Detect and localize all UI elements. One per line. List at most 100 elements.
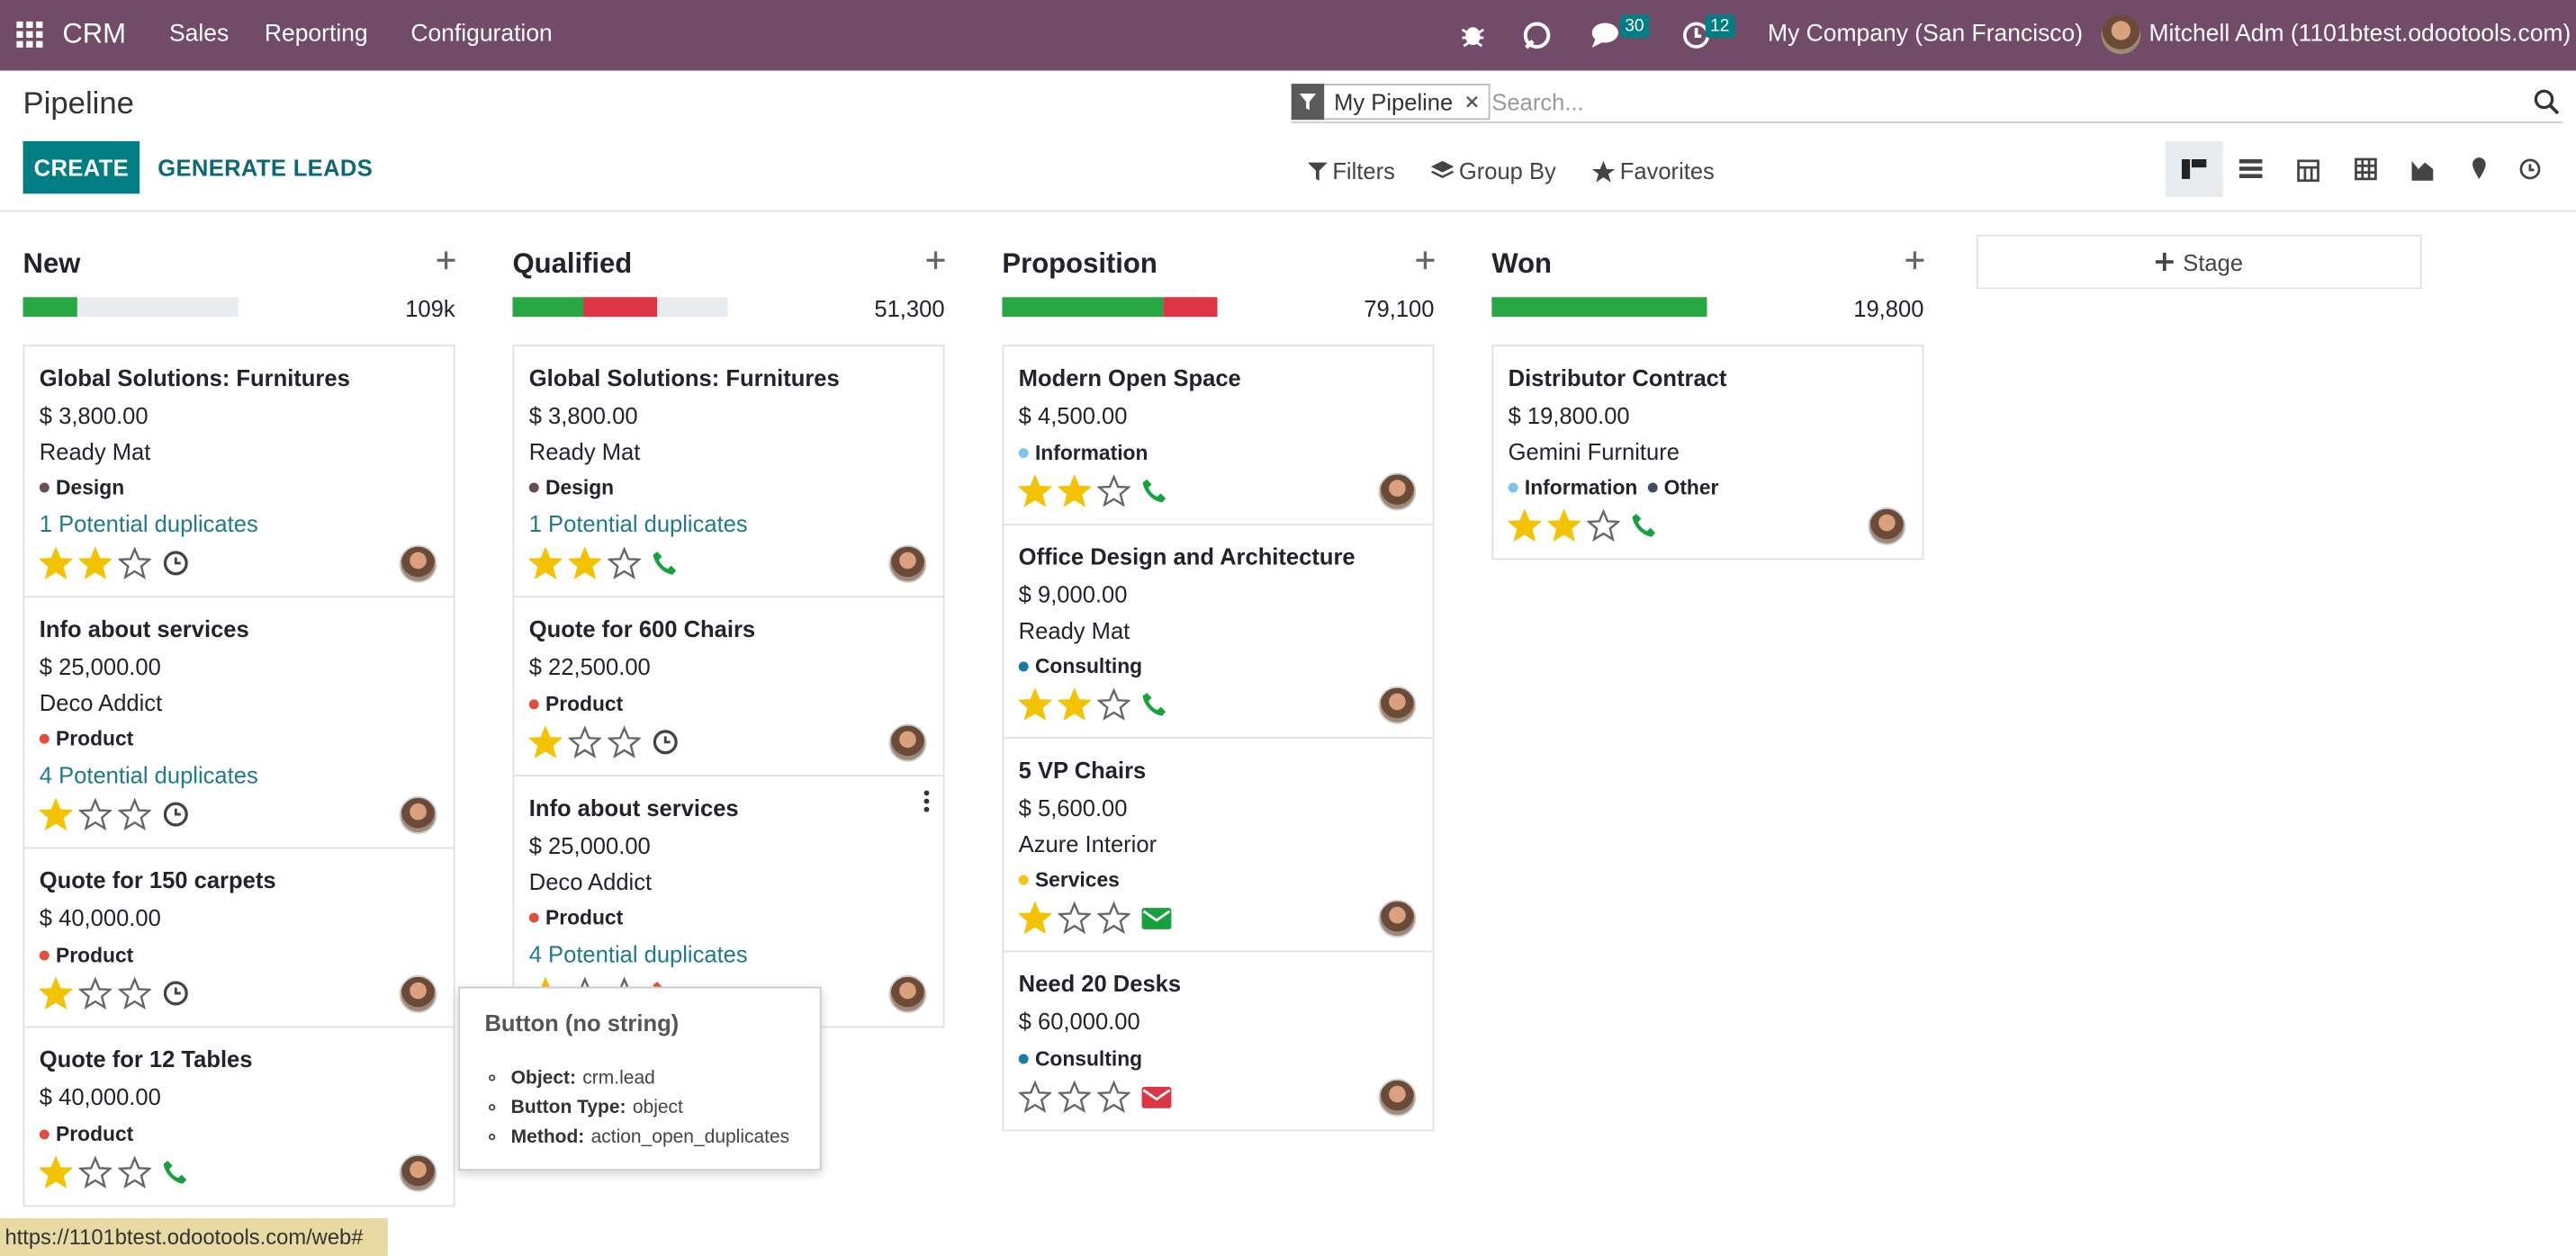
kanban-card[interactable]: Quote for 600 Chairs $ 22,500.00 Product bbox=[512, 596, 945, 777]
priority-star[interactable] bbox=[78, 1155, 113, 1189]
duplicates-link[interactable]: 4 Potential duplicates bbox=[39, 761, 258, 788]
view-switcher[interactable] bbox=[2166, 141, 2560, 197]
quick-create[interactable] bbox=[926, 248, 945, 278]
generate-leads-button[interactable]: GENERATE LEADS bbox=[158, 154, 374, 181]
priority-star[interactable] bbox=[528, 725, 563, 758]
priority-star[interactable] bbox=[78, 797, 113, 831]
priority-star[interactable] bbox=[118, 546, 151, 579]
kanban-card[interactable]: Info about services $ 25,000.00 Deco Addic… bbox=[23, 596, 455, 849]
activity-icon[interactable] bbox=[161, 800, 191, 830]
messages-icon[interactable] bbox=[1590, 22, 1620, 48]
priority-star[interactable] bbox=[1058, 474, 1091, 507]
kanban-card[interactable]: Distributor Contract $ 19,800.00 Gemini Fu… bbox=[1491, 345, 1924, 561]
activity-icon[interactable] bbox=[161, 548, 191, 578]
activity-icon[interactable] bbox=[1140, 1082, 1174, 1112]
kanban-card[interactable]: Need 20 Desks $ 60,000.00 Consulting bbox=[1002, 950, 1435, 1132]
debug-icon[interactable] bbox=[1461, 22, 1485, 48]
facet[interactable]: My Pipeline bbox=[1324, 84, 1491, 121]
priority-star[interactable] bbox=[1018, 1080, 1052, 1114]
priority-star[interactable] bbox=[608, 725, 641, 758]
priority-star[interactable] bbox=[1018, 474, 1052, 507]
priority-star[interactable] bbox=[528, 546, 563, 579]
progress-segment[interactable] bbox=[583, 297, 657, 318]
add-stage[interactable]: Stage bbox=[1976, 234, 2422, 290]
group-by-button[interactable]: Group By bbox=[1430, 157, 1556, 184]
activity-icon[interactable] bbox=[161, 1157, 191, 1187]
duplicates-link[interactable]: 1 Potential duplicates bbox=[528, 510, 748, 537]
kanban-card[interactable]: Info about services $ 25,000.00 Deco Addic… bbox=[512, 775, 945, 1028]
facet-remove[interactable] bbox=[1466, 85, 1480, 118]
menu-item[interactable]: Sales bbox=[169, 21, 230, 48]
app-name[interactable]: CRM bbox=[62, 18, 127, 49]
kanban-card[interactable]: Office Design and Architecture $ 9,000.00… bbox=[1002, 524, 1435, 740]
menu-item[interactable]: Configuration bbox=[410, 21, 553, 48]
progress-segment[interactable] bbox=[512, 297, 584, 318]
filters-button[interactable]: Filters bbox=[1307, 157, 1395, 184]
priority-star[interactable] bbox=[39, 976, 73, 1010]
kanban-card[interactable]: Quote for 150 carpets $ 40,000.00 Product bbox=[23, 847, 455, 1028]
progress-segment[interactable] bbox=[1163, 297, 1218, 318]
priority-star[interactable] bbox=[1018, 687, 1052, 721]
priority-star[interactable] bbox=[39, 797, 73, 831]
kanban-view-active[interactable] bbox=[2165, 140, 2223, 197]
activity-icon[interactable] bbox=[1630, 511, 1660, 541]
priority-star[interactable] bbox=[1547, 508, 1581, 543]
activity-icon[interactable] bbox=[1140, 476, 1170, 506]
priority-star[interactable] bbox=[568, 725, 602, 758]
activity-icon[interactable] bbox=[1140, 689, 1170, 719]
menu-item[interactable]: Reporting bbox=[264, 21, 368, 48]
priority-star[interactable] bbox=[78, 546, 113, 579]
company-switcher[interactable]: My Company (San Francisco) bbox=[1768, 21, 2084, 48]
kanban-card[interactable]: 5 VP Chairs $ 5,600.00 Azure Interior Servi… bbox=[1002, 737, 1435, 953]
create-button[interactable]: CREATE bbox=[23, 140, 140, 194]
priority-star[interactable] bbox=[1058, 1080, 1091, 1114]
priority-star[interactable] bbox=[1587, 508, 1620, 543]
activity-icon[interactable] bbox=[651, 727, 680, 757]
card-menu[interactable] bbox=[923, 790, 930, 821]
priority-star[interactable] bbox=[39, 546, 73, 579]
priority-star[interactable] bbox=[1508, 508, 1542, 543]
activity-icon[interactable] bbox=[1140, 903, 1174, 933]
search-icon[interactable] bbox=[2534, 89, 2560, 115]
priority-star[interactable] bbox=[78, 976, 113, 1010]
tag-dot bbox=[1018, 1054, 1029, 1064]
priority-star[interactable] bbox=[1097, 1080, 1130, 1114]
priority-star[interactable] bbox=[118, 1155, 151, 1189]
priority-star[interactable] bbox=[118, 976, 151, 1010]
user-avatar[interactable] bbox=[2101, 14, 2141, 55]
priority-star[interactable] bbox=[1097, 474, 1130, 507]
progress-segment[interactable] bbox=[1491, 297, 1707, 318]
priority-star[interactable] bbox=[118, 797, 151, 831]
activity-icon[interactable] bbox=[651, 548, 680, 578]
priority-star[interactable] bbox=[608, 546, 641, 579]
search-bar[interactable]: My Pipeline Search... bbox=[1291, 84, 2563, 123]
kanban-card[interactable]: Global Solutions: Furnitures $ 3,800.00 Re… bbox=[512, 345, 945, 598]
quick-create[interactable] bbox=[437, 248, 455, 278]
priority-star[interactable] bbox=[1058, 687, 1091, 721]
discuss-icon[interactable] bbox=[1521, 20, 1553, 51]
star-shape bbox=[1018, 687, 1052, 721]
kanban-card[interactable]: Modern Open Space $ 4,500.00 Information bbox=[1002, 345, 1435, 525]
progress-segment[interactable] bbox=[1002, 297, 1164, 318]
priority-star[interactable] bbox=[39, 1155, 73, 1189]
favorites-button[interactable]: Favorites bbox=[1591, 157, 1715, 184]
user-menu[interactable]: Mitchell Adm (1101btest.odootools.com) bbox=[2148, 21, 2571, 48]
quick-create[interactable] bbox=[1416, 248, 1435, 278]
apps-icon[interactable] bbox=[16, 21, 43, 48]
priority-star[interactable] bbox=[1097, 687, 1130, 721]
assignee-avatar bbox=[399, 1153, 437, 1192]
priority-star[interactable] bbox=[1058, 901, 1091, 935]
priority-star[interactable] bbox=[1018, 901, 1052, 935]
kanban-card[interactable]: Global Solutions: Furnitures $ 3,800.00 Re… bbox=[23, 345, 455, 598]
duplicates-link[interactable]: 4 Potential duplicates bbox=[528, 940, 748, 967]
kanban-card[interactable]: Quote for 12 Tables $ 40,000.00 Product bbox=[23, 1026, 455, 1207]
priority-star[interactable] bbox=[1097, 901, 1130, 935]
card-title: Quote for 150 carpets bbox=[39, 866, 276, 893]
activity-icon[interactable] bbox=[161, 979, 191, 1009]
priority-star[interactable] bbox=[568, 546, 602, 579]
search-input[interactable]: Search... bbox=[1491, 88, 1584, 115]
progress-segment[interactable] bbox=[23, 297, 77, 318]
duplicates-link[interactable]: 1 Potential duplicates bbox=[39, 510, 258, 537]
quick-create[interactable] bbox=[1905, 248, 1924, 278]
